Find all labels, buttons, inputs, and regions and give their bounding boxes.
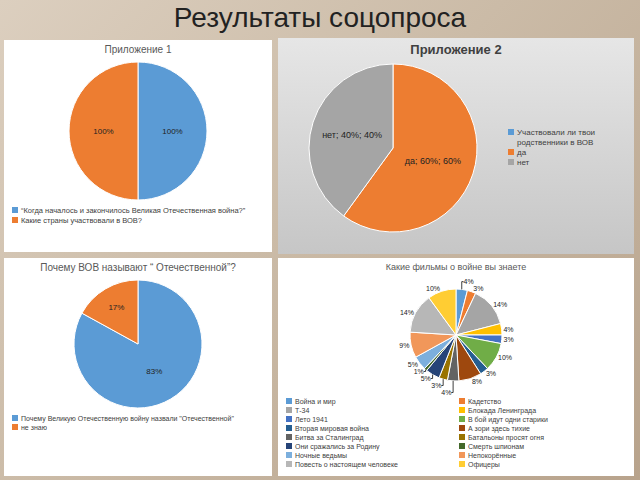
svg-text:8%: 8% xyxy=(472,378,482,385)
svg-text:100%: 100% xyxy=(162,127,182,136)
svg-text:83%: 83% xyxy=(146,367,162,376)
html-text:Смерть шпионам: Смерть шпионам xyxy=(468,443,525,450)
html-text:да: да xyxy=(517,148,527,157)
html-text:Приложение 2: Приложение 2 xyxy=(410,42,502,57)
html-text:Война и мир: Война и мир xyxy=(295,398,336,405)
html-text:Непокорённые: Непокорённые xyxy=(468,452,517,459)
svg-text:14%: 14% xyxy=(400,309,414,316)
html-text:Ночные ведьмы: Ночные ведьмы xyxy=(295,452,348,459)
html-text:Они сражались за Родину: Они сражались за Родину xyxy=(295,443,380,450)
svg-text:3%: 3% xyxy=(504,336,514,343)
svg-text:3%: 3% xyxy=(473,285,483,292)
svg-text:5%: 5% xyxy=(421,375,431,382)
svg-text:9%: 9% xyxy=(399,342,409,349)
html-text:Какие фильмы о войне вы знаете: Какие фильмы о войне вы знаете xyxy=(385,262,527,272)
svg-text:17%: 17% xyxy=(108,303,124,312)
svg-text:100%: 100% xyxy=(93,127,113,136)
html-text:Участвовали ли твои родственни: Участвовали ли твои родственники в ВОВ xyxy=(517,128,595,147)
html-text:Блокада Ленинграда: Блокада Ленинграда xyxy=(468,407,537,414)
html-text:Офицеры: Офицеры xyxy=(468,461,500,468)
html-text:Приложение 1: Приложение 1 xyxy=(104,44,172,55)
html-text:Т-34: Т-34 xyxy=(295,407,310,414)
html-text:Битва за Сталинград: Битва за Сталинград xyxy=(295,434,364,441)
svg-text:10%: 10% xyxy=(426,285,440,292)
svg-text:10%: 10% xyxy=(498,354,512,361)
html-text:Вторая мировая война: Вторая мировая война xyxy=(295,425,369,432)
svg-text:5%: 5% xyxy=(408,361,418,368)
html-text:Какие страны участвовали в ВОВ: Какие страны участвовали в ВОВ? xyxy=(21,216,142,225)
svg-text:4%: 4% xyxy=(464,278,474,285)
html-text:не знаю: не знаю xyxy=(21,424,47,431)
html-text:нет: нет xyxy=(517,158,530,167)
html-text:Почему ВОВ называют “ Отечеств: Почему ВОВ называют “ Отечественной”? xyxy=(40,262,236,273)
html-text:Кадетство: Кадетство xyxy=(468,398,502,405)
svg-text:да; 60%; 60%: да; 60%; 60% xyxy=(405,156,461,166)
svg-text:14%: 14% xyxy=(493,301,507,308)
html-text:Почему Великую Отечественную в: Почему Великую Отечественную войну назва… xyxy=(21,415,234,422)
html-text:В бой идут одни старики: В бой идут одни старики xyxy=(468,416,548,423)
svg-text:3%: 3% xyxy=(486,370,496,377)
html-text:Батальоны просят огня: Батальоны просят огня xyxy=(468,434,544,441)
html-text:Лето 1941: Лето 1941 xyxy=(295,416,328,423)
html-text:Повесть о настоящем человеке: Повесть о настоящем человеке xyxy=(295,461,398,468)
svg-text:нет; 40%; 40%: нет; 40%; 40% xyxy=(322,130,382,140)
html-text:Результаты соцопроса: Результаты соцопроса xyxy=(173,2,467,33)
svg-text:4%: 4% xyxy=(441,389,451,396)
svg-text:4%: 4% xyxy=(503,326,513,333)
html-text:А зори здесь тихие: А зори здесь тихие xyxy=(468,425,530,432)
html-text:“Когда началось и закончилось: “Когда началось и закончилось Великая От… xyxy=(21,206,246,215)
svg-text:1%: 1% xyxy=(414,368,424,375)
svg-text:3%: 3% xyxy=(431,382,441,389)
